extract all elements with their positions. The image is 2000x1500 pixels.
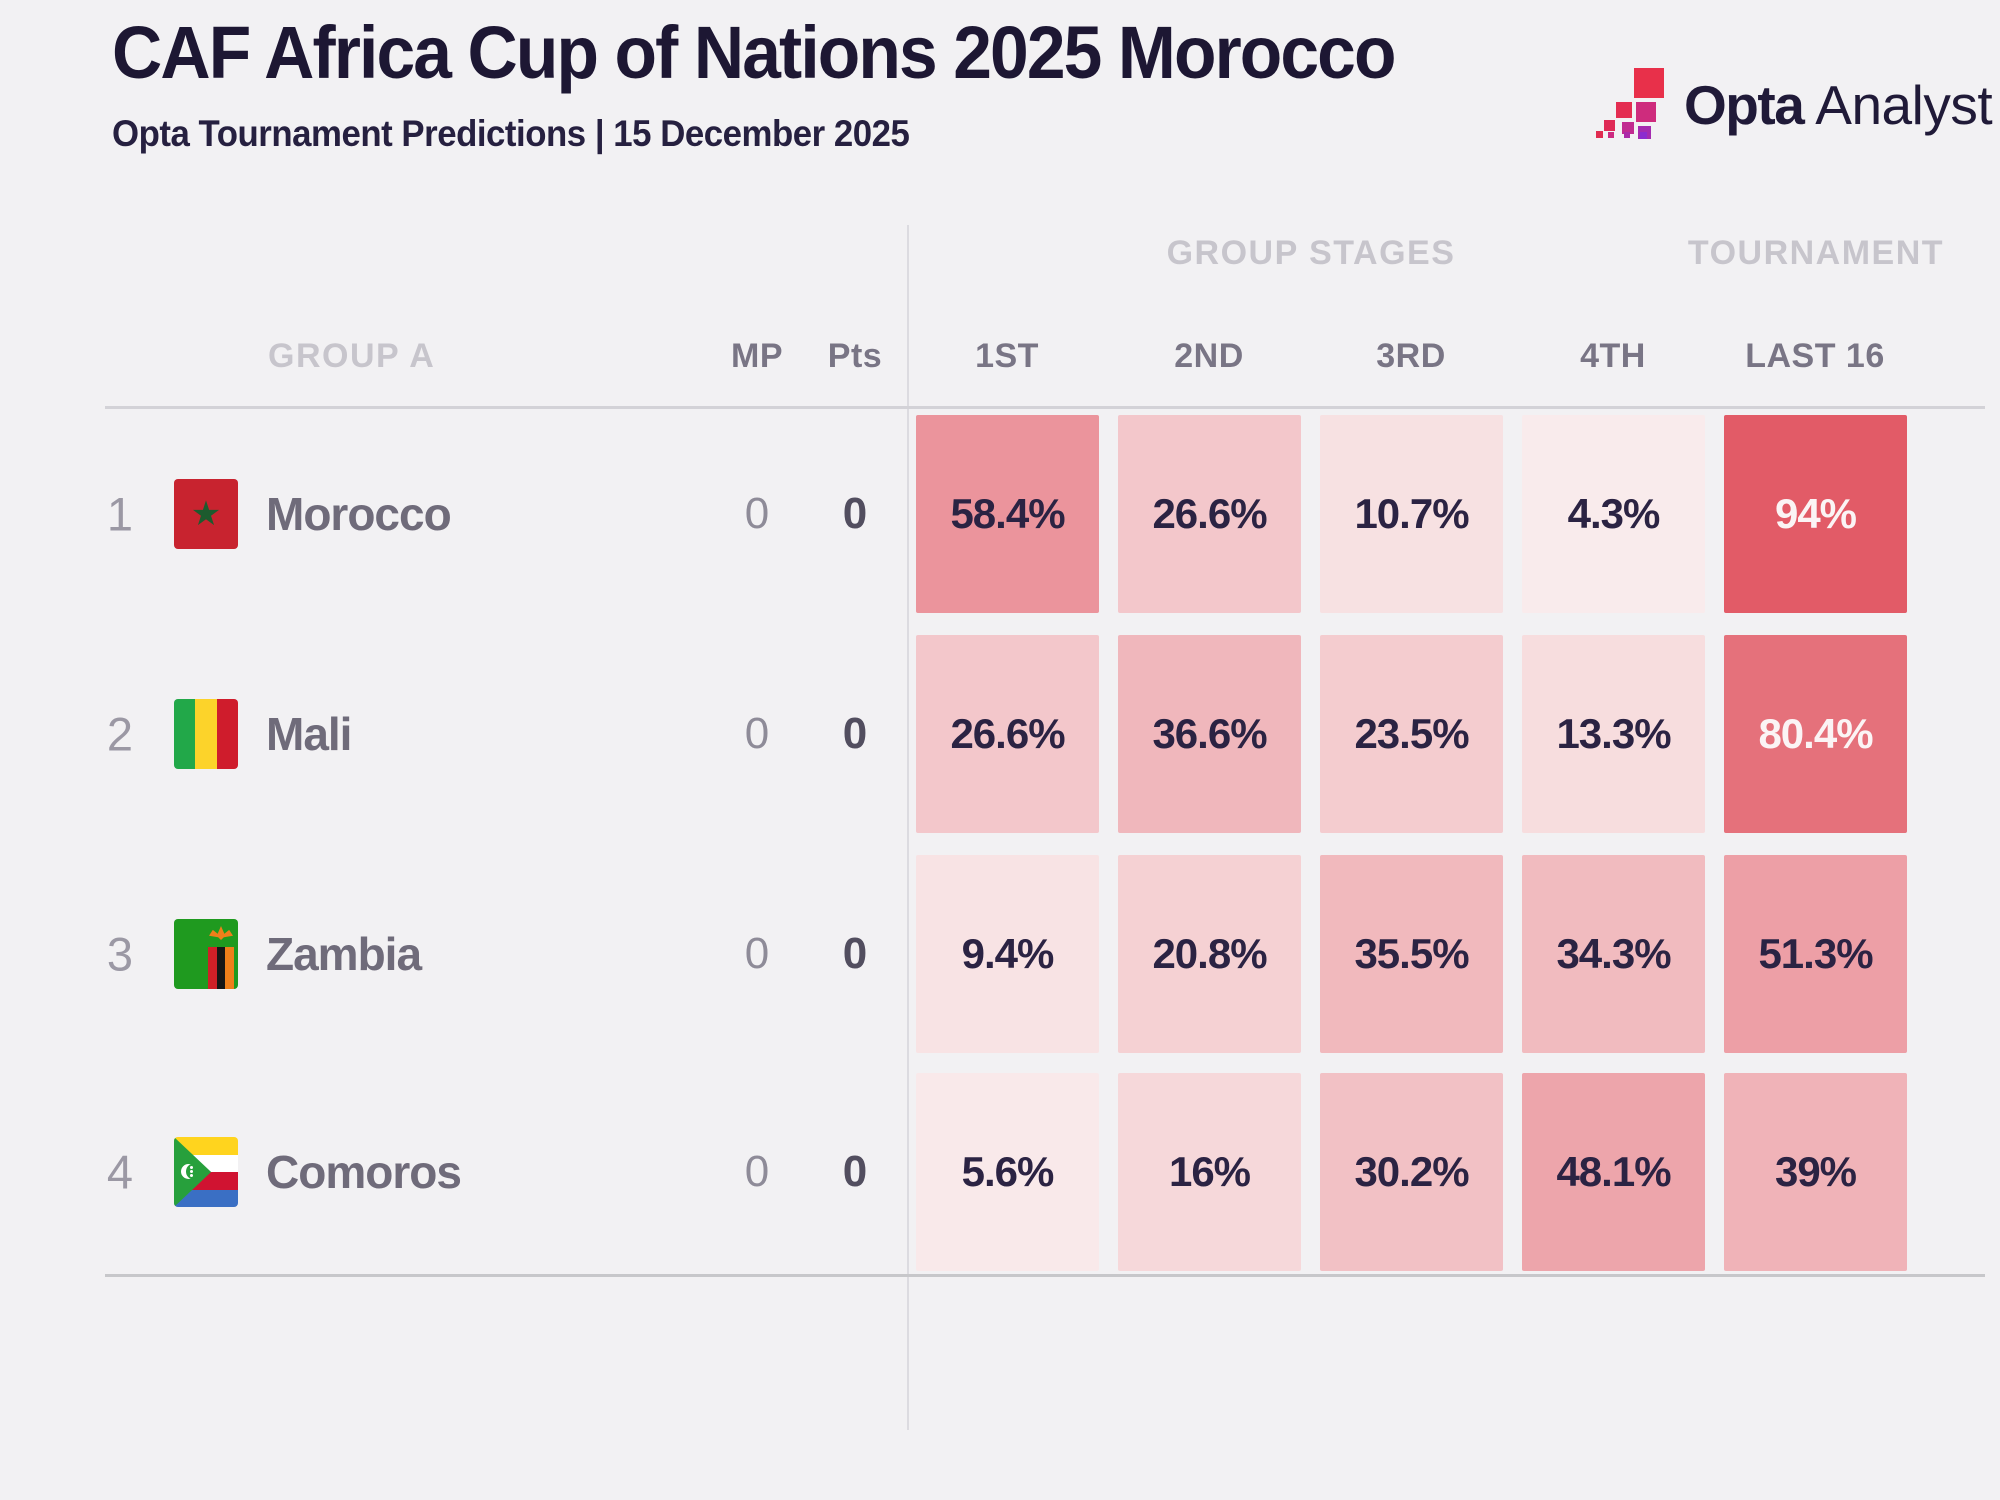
brand-name-bold: Opta xyxy=(1684,74,1805,136)
morocco-flag-icon: ★ xyxy=(174,479,238,549)
points-value: 0 xyxy=(842,489,868,538)
vertical-divider xyxy=(907,225,909,1430)
brand-name-light: Analyst xyxy=(1815,74,1993,136)
table-row: 2 Mali 0 0 26.6% 36.6% 23.5% 13.3% 80.4% xyxy=(0,635,2000,833)
heat-cell: 35.5% xyxy=(1320,855,1503,1053)
heat-cell: 20.8% xyxy=(1118,855,1301,1053)
crescent-icon xyxy=(181,1164,199,1179)
section-header-tournament: TOURNAMENT xyxy=(1687,234,1945,272)
rank-label: 1 xyxy=(106,487,134,541)
column-header-pts: Pts xyxy=(827,337,883,375)
page-title: CAF Africa Cup of Nations 2025 Morocco xyxy=(112,11,1396,94)
team-name: Zambia xyxy=(266,928,422,980)
heat-cell: 94% xyxy=(1724,415,1907,613)
heat-cell: 16% xyxy=(1118,1073,1301,1271)
opta-analyst-wordmark: Opta Analyst xyxy=(1684,74,1993,136)
heat-cell: 10.7% xyxy=(1320,415,1503,613)
heat-cell: 13.3% xyxy=(1522,635,1705,833)
rank-label: 2 xyxy=(106,707,134,761)
heat-cell: 30.2% xyxy=(1320,1073,1503,1271)
comoros-flag-icon xyxy=(174,1137,238,1207)
page-subtitle: Opta Tournament Predictions | 15 Decembe… xyxy=(112,113,910,154)
heat-cell: 48.1% xyxy=(1522,1073,1705,1271)
eagle-icon xyxy=(209,926,233,940)
table-row: 3 Zambia 0 0 9.4% 20.8% 35.5% 34.3% 51.3… xyxy=(0,855,2000,1053)
section-header-group-stages: GROUP STAGES xyxy=(1166,234,1456,272)
column-header-4th: 4TH xyxy=(1580,337,1646,375)
heat-cell: 51.3% xyxy=(1724,855,1907,1053)
column-header-1st: 1ST xyxy=(975,337,1039,375)
matches-played-value: 0 xyxy=(744,1147,770,1196)
footer-rule xyxy=(105,1274,1985,1277)
points-value: 0 xyxy=(842,709,868,758)
heat-cell: 5.6% xyxy=(916,1073,1099,1271)
points-value: 0 xyxy=(842,929,868,978)
table-row: 4 Comoros 0 0 5.6% 16% 30.2% 48.1% 39% xyxy=(0,1073,2000,1271)
rank-label: 3 xyxy=(106,927,134,981)
mali-flag-icon xyxy=(174,699,238,769)
column-header-2nd: 2ND xyxy=(1174,337,1244,375)
column-header-group: GROUP A xyxy=(268,337,436,375)
team-name: Comoros xyxy=(266,1146,462,1198)
team-name: Mali xyxy=(266,708,352,760)
heat-cell: 26.6% xyxy=(916,635,1099,833)
zambia-flag-icon xyxy=(174,919,238,989)
team-name: Morocco xyxy=(266,488,452,540)
heat-cell: 58.4% xyxy=(916,415,1099,613)
column-header-mp: MP xyxy=(731,337,783,375)
heat-cell: 4.3% xyxy=(1522,415,1705,613)
matches-played-value: 0 xyxy=(744,929,770,978)
stars-dots xyxy=(190,1166,193,1169)
column-header-3rd: 3RD xyxy=(1376,337,1446,375)
heat-cell: 26.6% xyxy=(1118,415,1301,613)
pentagram-star-icon: ★ xyxy=(190,495,222,533)
heat-cell: 36.6% xyxy=(1118,635,1301,833)
heat-cell: 39% xyxy=(1724,1073,1907,1271)
table-row: 1 ★ Morocco 0 0 58.4% 26.6% 10.7% 4.3% 9… xyxy=(0,415,2000,613)
heat-cell: 80.4% xyxy=(1724,635,1907,833)
matches-played-value: 0 xyxy=(744,489,770,538)
heat-cell: 23.5% xyxy=(1320,635,1503,833)
rank-label: 4 xyxy=(106,1145,134,1199)
header-rule xyxy=(105,406,1985,409)
points-value: 0 xyxy=(842,1147,868,1196)
heat-cell: 9.4% xyxy=(916,855,1099,1053)
matches-played-value: 0 xyxy=(744,709,770,758)
column-header-last16: LAST 16 xyxy=(1745,337,1885,375)
heat-cell: 34.3% xyxy=(1522,855,1705,1053)
opta-logo-icon xyxy=(1596,68,1666,139)
